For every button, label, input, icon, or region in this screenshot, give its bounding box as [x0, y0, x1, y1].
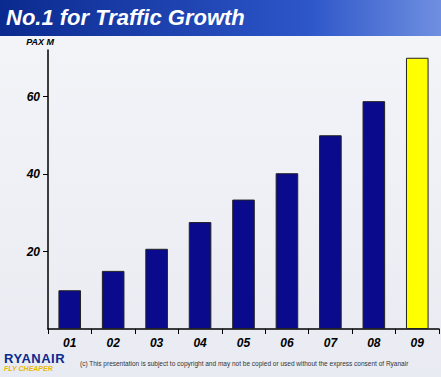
- svg-text:01: 01: [63, 336, 77, 350]
- svg-text:08: 08: [367, 336, 381, 350]
- html-text:(c) This presentation is subje: (c) This presentation is subject to copy…: [80, 360, 409, 367]
- svg-text:PAX M: PAX M: [26, 37, 54, 47]
- svg-text:07: 07: [324, 336, 339, 350]
- html-text:RYANAIR: RYANAIR: [4, 351, 66, 366]
- html-text:FLY CHEAPER: FLY CHEAPER: [4, 365, 53, 372]
- svg-text:09: 09: [411, 336, 425, 350]
- svg-text:20: 20: [26, 245, 41, 259]
- svg-text:05: 05: [237, 336, 251, 350]
- html-text:No.1 for Traffic Growth: No.1 for Traffic Growth: [6, 5, 245, 30]
- svg-text:60: 60: [27, 90, 41, 104]
- svg-text:03: 03: [150, 336, 164, 350]
- svg-text:02: 02: [106, 336, 120, 350]
- svg-text:06: 06: [280, 336, 294, 350]
- svg-text:40: 40: [26, 167, 41, 181]
- svg-text:04: 04: [193, 336, 207, 350]
